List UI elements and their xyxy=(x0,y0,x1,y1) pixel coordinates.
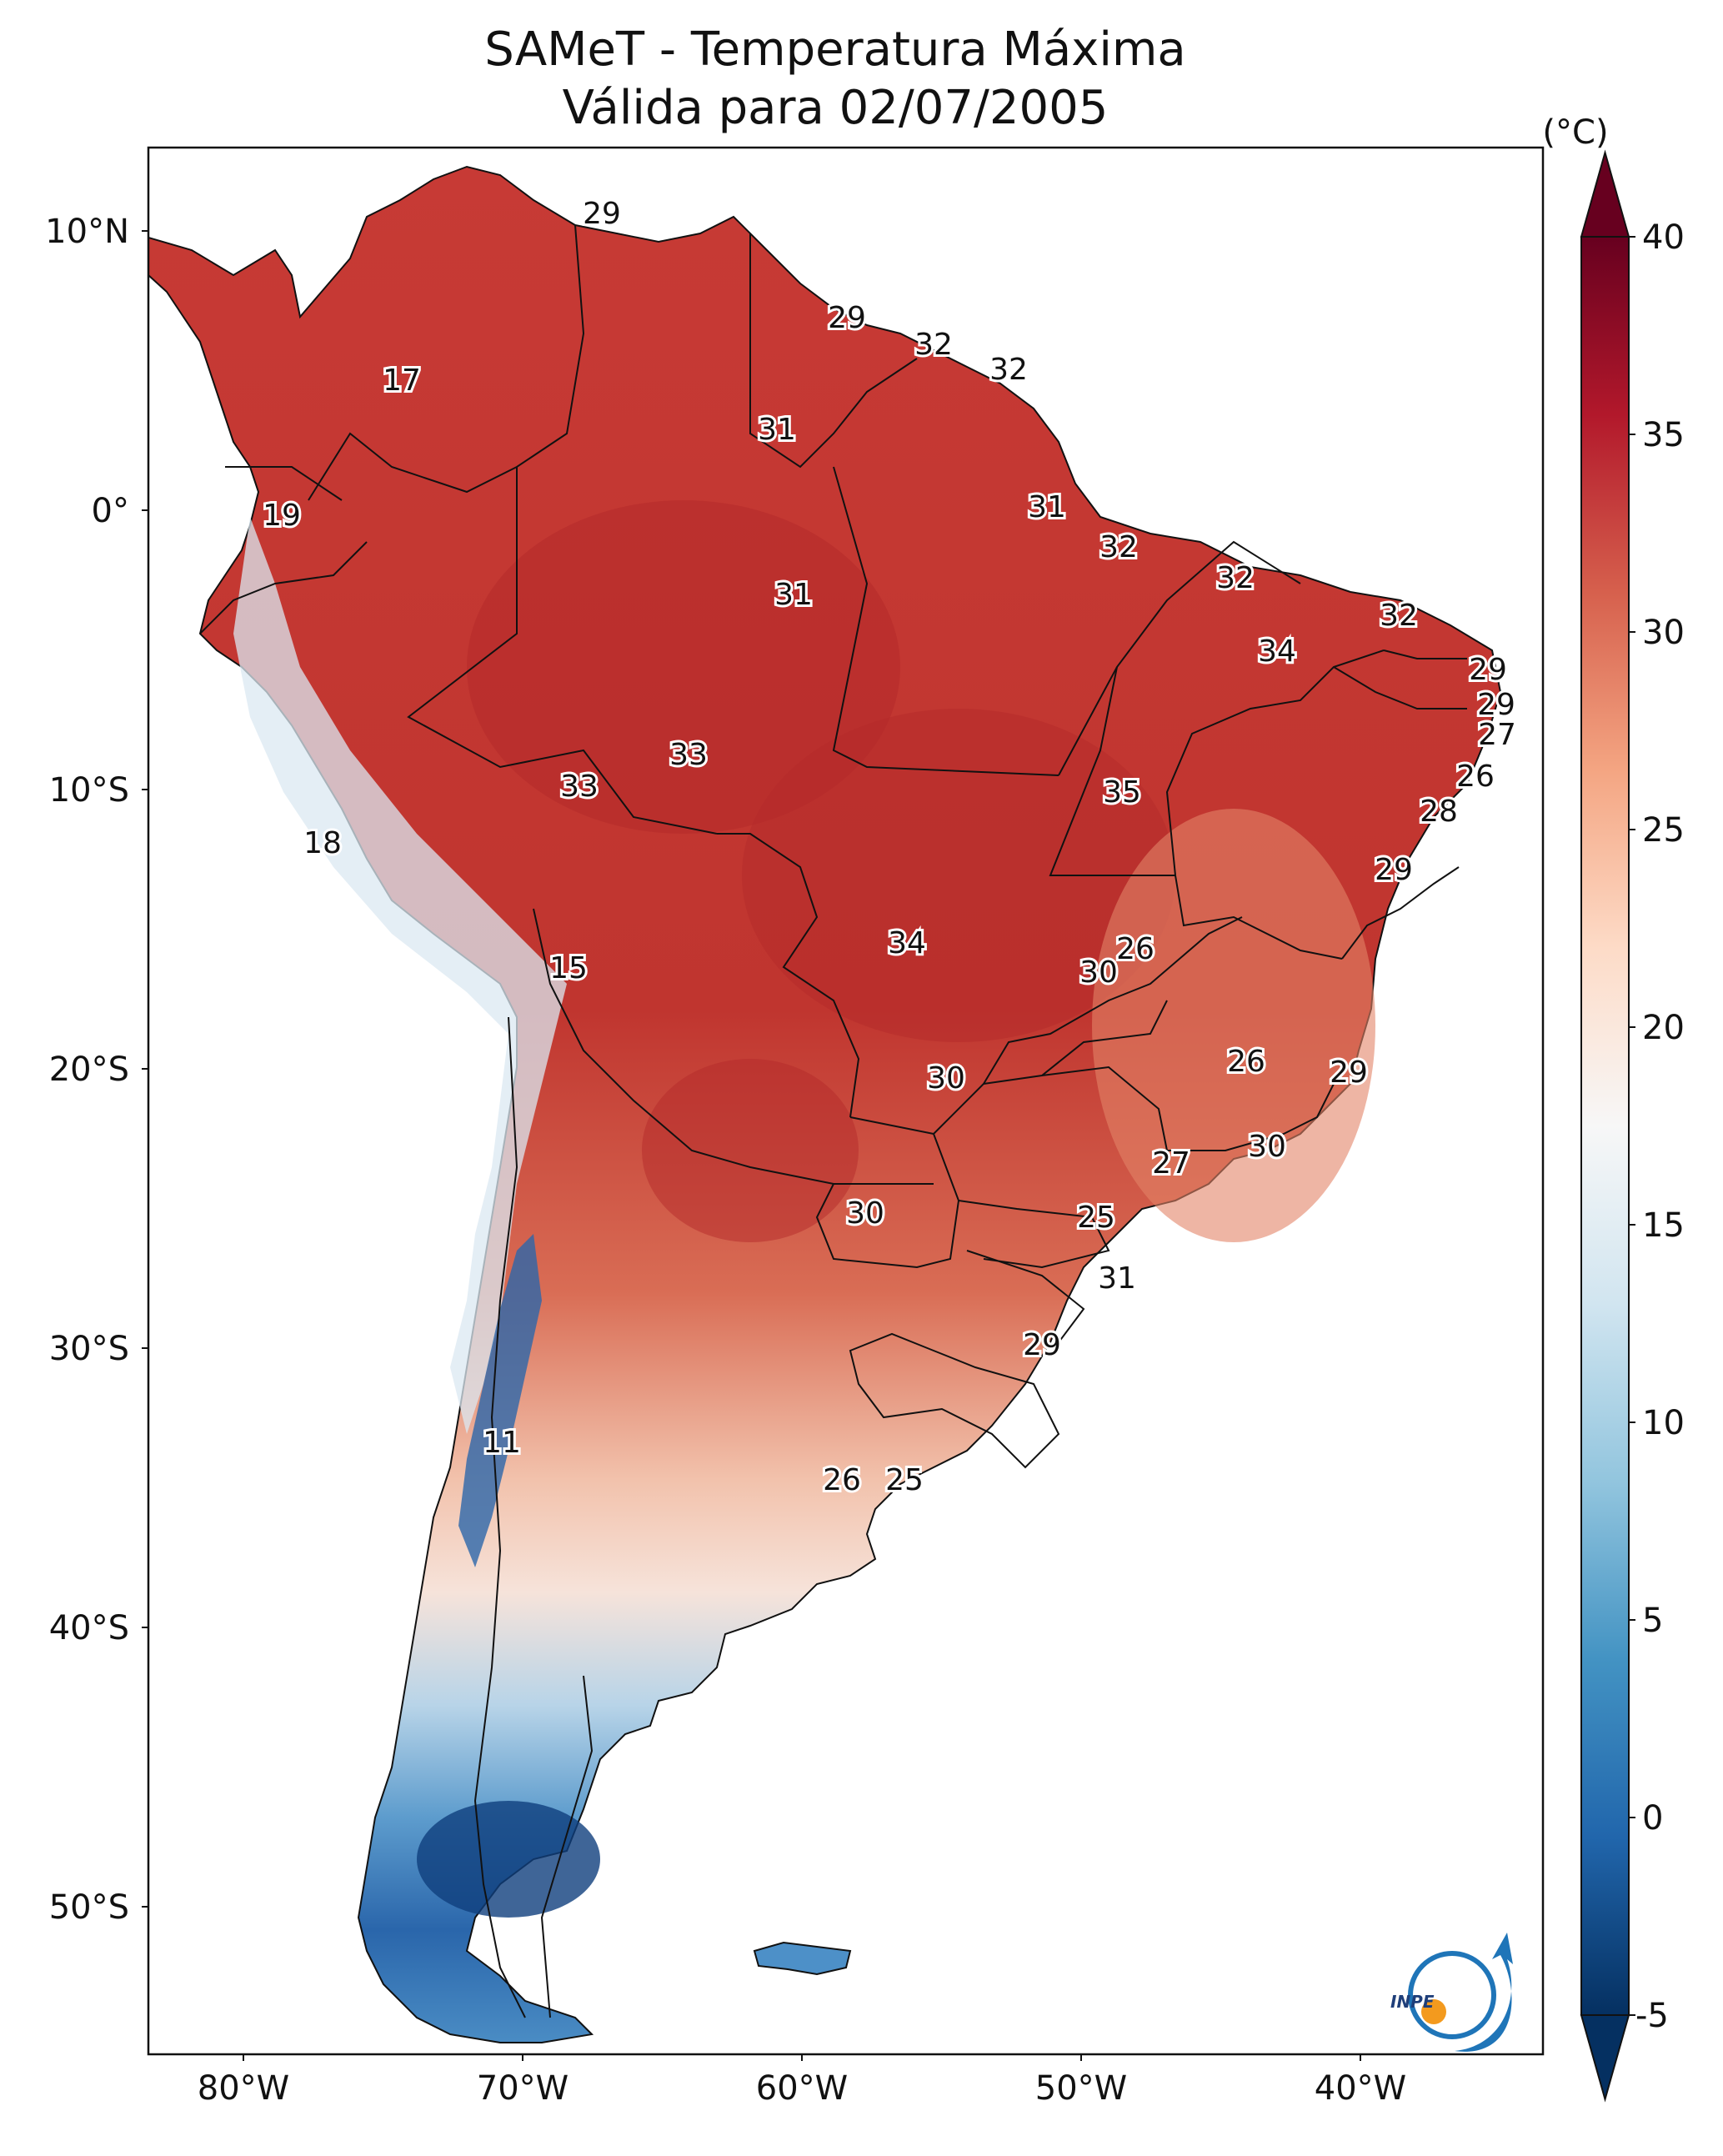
station-label: 29 xyxy=(583,197,621,231)
hot-region-central xyxy=(742,709,1175,1042)
station-label: 31 xyxy=(774,578,813,612)
lat-label: 10°N xyxy=(45,213,129,251)
lat-label: 50°S xyxy=(49,1888,129,1927)
station-label: 30 xyxy=(1248,1130,1286,1164)
station-label: 15 xyxy=(549,951,588,985)
colorbar-tick-label: 25 xyxy=(1642,811,1685,850)
station-label: 29 xyxy=(1469,653,1507,687)
logo-text: INPE xyxy=(1390,1992,1435,2012)
hot-region-amazon xyxy=(467,500,900,834)
map-frame xyxy=(147,146,1545,2056)
colorbar-ticks xyxy=(1629,236,1635,2016)
station-label: 17 xyxy=(383,364,421,398)
station-label: 26 xyxy=(1456,760,1495,794)
station-label: 11 xyxy=(483,1426,521,1460)
station-label: 29 xyxy=(1477,688,1515,722)
andes-cool-band xyxy=(233,517,567,1434)
station-label: 35 xyxy=(1103,775,1141,810)
colorbar-unit: (°C) xyxy=(1542,113,1608,152)
latitude-labels: 10°N 0° 10°S 20°S 30°S 40°S 50°S xyxy=(45,213,129,1927)
logo-ring xyxy=(1408,1951,1496,2039)
station-labels: 29 17 29 32 32 31 19 31 32 31 32 32 34 2… xyxy=(260,194,1519,1500)
longitude-labels: 80°W 70°W 60°W 50°W 40°W xyxy=(198,2069,1406,2108)
station-label: 32 xyxy=(1216,561,1255,595)
station-label: 32 xyxy=(1380,599,1418,633)
colorbar-tick-label: 20 xyxy=(1642,1009,1685,1047)
lat-label: 30°S xyxy=(49,1330,129,1368)
logo-sun-icon xyxy=(1421,1999,1446,2024)
map-title-line1: SAMeT - Temperatura Máxima xyxy=(484,23,1186,77)
hot-region-chaco xyxy=(642,1059,859,1242)
colorbar-tick-label: 35 xyxy=(1642,416,1685,454)
lon-label: 60°W xyxy=(756,2069,848,2108)
station-label: 26 xyxy=(1116,932,1155,966)
station-label: 32 xyxy=(914,328,953,362)
inpe-logo: INPE xyxy=(1390,1933,1513,2052)
map-area xyxy=(148,148,1543,2054)
station-label: 33 xyxy=(669,738,708,772)
station-label: 27 xyxy=(1478,718,1516,752)
station-label: 32 xyxy=(1099,530,1138,564)
station-label: 34 xyxy=(888,926,926,960)
station-label: 27 xyxy=(1152,1146,1190,1181)
logo-swoosh-icon xyxy=(1455,1933,1513,2052)
station-label: 31 xyxy=(1028,490,1066,524)
country-borders xyxy=(199,224,1467,2018)
andes-cold-band xyxy=(458,1234,542,1567)
station-label: 31 xyxy=(758,413,796,447)
colorbar-tick-label: -5 xyxy=(1635,1997,1669,2035)
axis-ticks xyxy=(142,230,1361,2061)
station-label: 32 xyxy=(989,353,1028,387)
station-label: 28 xyxy=(1420,795,1458,829)
mild-region-east xyxy=(1092,809,1375,1242)
station-label: 29 xyxy=(1375,853,1413,887)
station-label: 30 xyxy=(927,1061,965,1096)
station-label: 31 xyxy=(1098,1261,1136,1296)
patagonia-cold-core xyxy=(417,1801,600,1918)
lon-label: 50°W xyxy=(1035,2069,1127,2108)
lat-label: 40°S xyxy=(49,1609,129,1647)
station-label: 29 xyxy=(1330,1055,1368,1090)
colorbar: (°C) 40 35 30 25 20 15 10 5 0 -5 xyxy=(1542,113,1685,2103)
station-label: 25 xyxy=(885,1463,924,1497)
station-label: 34 xyxy=(1258,634,1296,669)
station-label: 30 xyxy=(846,1196,884,1231)
station-label: 30 xyxy=(1079,955,1118,990)
station-label: 29 xyxy=(828,301,866,335)
station-label: 19 xyxy=(263,499,301,533)
map-title-line2: Válida para 02/07/2005 xyxy=(563,81,1109,135)
colorbar-tick-label: 15 xyxy=(1642,1206,1685,1245)
colorbar-tick-label: 10 xyxy=(1642,1404,1685,1442)
station-label: 26 xyxy=(823,1463,861,1497)
colorbar-top-arrow xyxy=(1580,149,1630,238)
station-label: 26 xyxy=(1227,1045,1265,1079)
station-label: 33 xyxy=(560,770,599,804)
colorbar-tick-label: 40 xyxy=(1642,218,1685,257)
station-label: 18 xyxy=(303,826,342,860)
station-label: 25 xyxy=(1077,1201,1115,1235)
lon-label: 40°W xyxy=(1315,2069,1406,2108)
colorbar-body xyxy=(1580,236,1630,2016)
lat-label: 10°S xyxy=(49,771,129,810)
colorbar-tick-label: 30 xyxy=(1642,614,1685,652)
station-label: 29 xyxy=(1023,1328,1061,1362)
colorbar-bottom-arrow xyxy=(1580,2014,1630,2103)
lon-label: 70°W xyxy=(477,2069,568,2108)
lat-label: 20°S xyxy=(49,1050,129,1089)
lon-label: 80°W xyxy=(198,2069,289,2108)
colorbar-tick-label: 5 xyxy=(1642,1602,1663,1640)
falkland-islands xyxy=(753,1941,852,1976)
colorbar-tick-label: 0 xyxy=(1642,1799,1663,1838)
lat-label: 0° xyxy=(92,492,129,530)
